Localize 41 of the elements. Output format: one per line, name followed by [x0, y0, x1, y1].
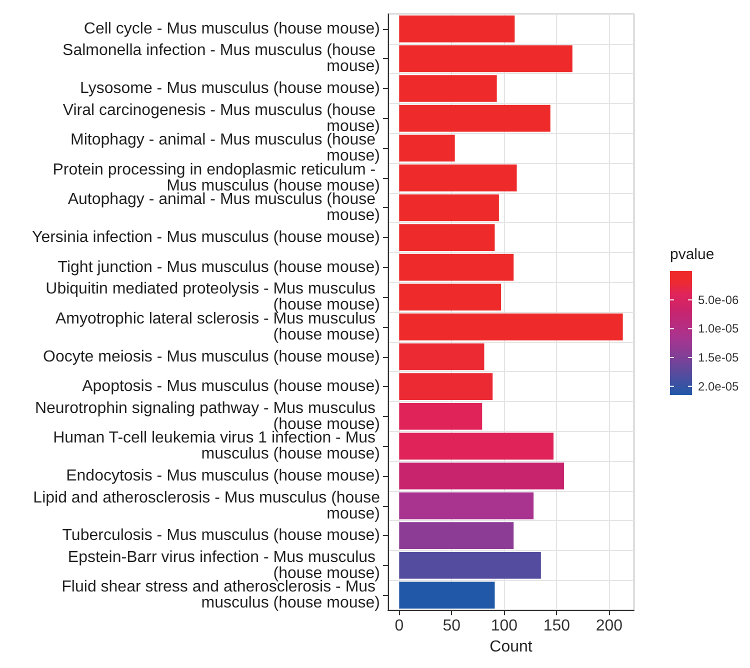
bar — [399, 75, 497, 102]
bar — [399, 582, 495, 609]
y-tick-label: Cell cycle - Mus musculus (house mouse) — [84, 20, 380, 38]
bar — [399, 402, 482, 430]
y-tick-label: Lysosome - Mus musculus (house mouse) — [80, 80, 380, 98]
x-tick-label: 150 — [543, 618, 570, 635]
y-tick-label: Endocytosis - Mus musculus (house mouse) — [66, 467, 380, 484]
bar — [399, 462, 564, 490]
bar — [399, 522, 514, 549]
bar — [399, 224, 495, 251]
y-tick-label: Oocyte meiosis - Mus musculus (house mouse) — [43, 348, 380, 366]
x-axis-title: Count — [490, 638, 533, 656]
x-tick-label: 200 — [596, 618, 623, 635]
color-bar-label: 1.0e-05 — [698, 322, 740, 336]
bar — [399, 343, 484, 370]
y-tick-label: Salmonella infection - Mus musculus (house mouse) — [62, 42, 380, 76]
bar — [399, 15, 515, 42]
y-tick-label: Apoptosis - Mus musculus (house mouse) — [82, 378, 380, 396]
bar — [399, 164, 517, 192]
bar — [399, 314, 623, 340]
bar — [399, 254, 514, 281]
y-tick-label: Yersinia infection - Mus musculus (house mouse) — [32, 229, 380, 246]
bar — [399, 194, 499, 222]
bar — [399, 284, 502, 311]
color-bar-label: 2.0e-05 — [698, 379, 740, 394]
bar — [399, 45, 572, 72]
bar — [399, 432, 554, 460]
bar — [399, 104, 550, 132]
bar — [399, 552, 541, 579]
color-bar-title: pvalue — [670, 246, 714, 263]
y-tick-label: Lipid and atherosclerosis - Mus musculus (house mouse) — [33, 489, 380, 522]
x-tick-label: 50 — [442, 618, 461, 635]
bar — [399, 373, 493, 400]
y-tick-label: Tight junction - Mus musculus (house mouse) — [58, 258, 380, 276]
bar — [399, 492, 534, 520]
color-bar-label: 5.0e-06 — [698, 292, 740, 307]
bar — [399, 134, 455, 162]
x-tick-label: 0 — [394, 618, 404, 635]
x-tick-label: 100 — [490, 618, 518, 635]
y-tick-label: Tuberculosis - Mus musculus (house mouse) — [62, 527, 380, 544]
color-bar-label: 1.5e-05 — [698, 350, 740, 365]
